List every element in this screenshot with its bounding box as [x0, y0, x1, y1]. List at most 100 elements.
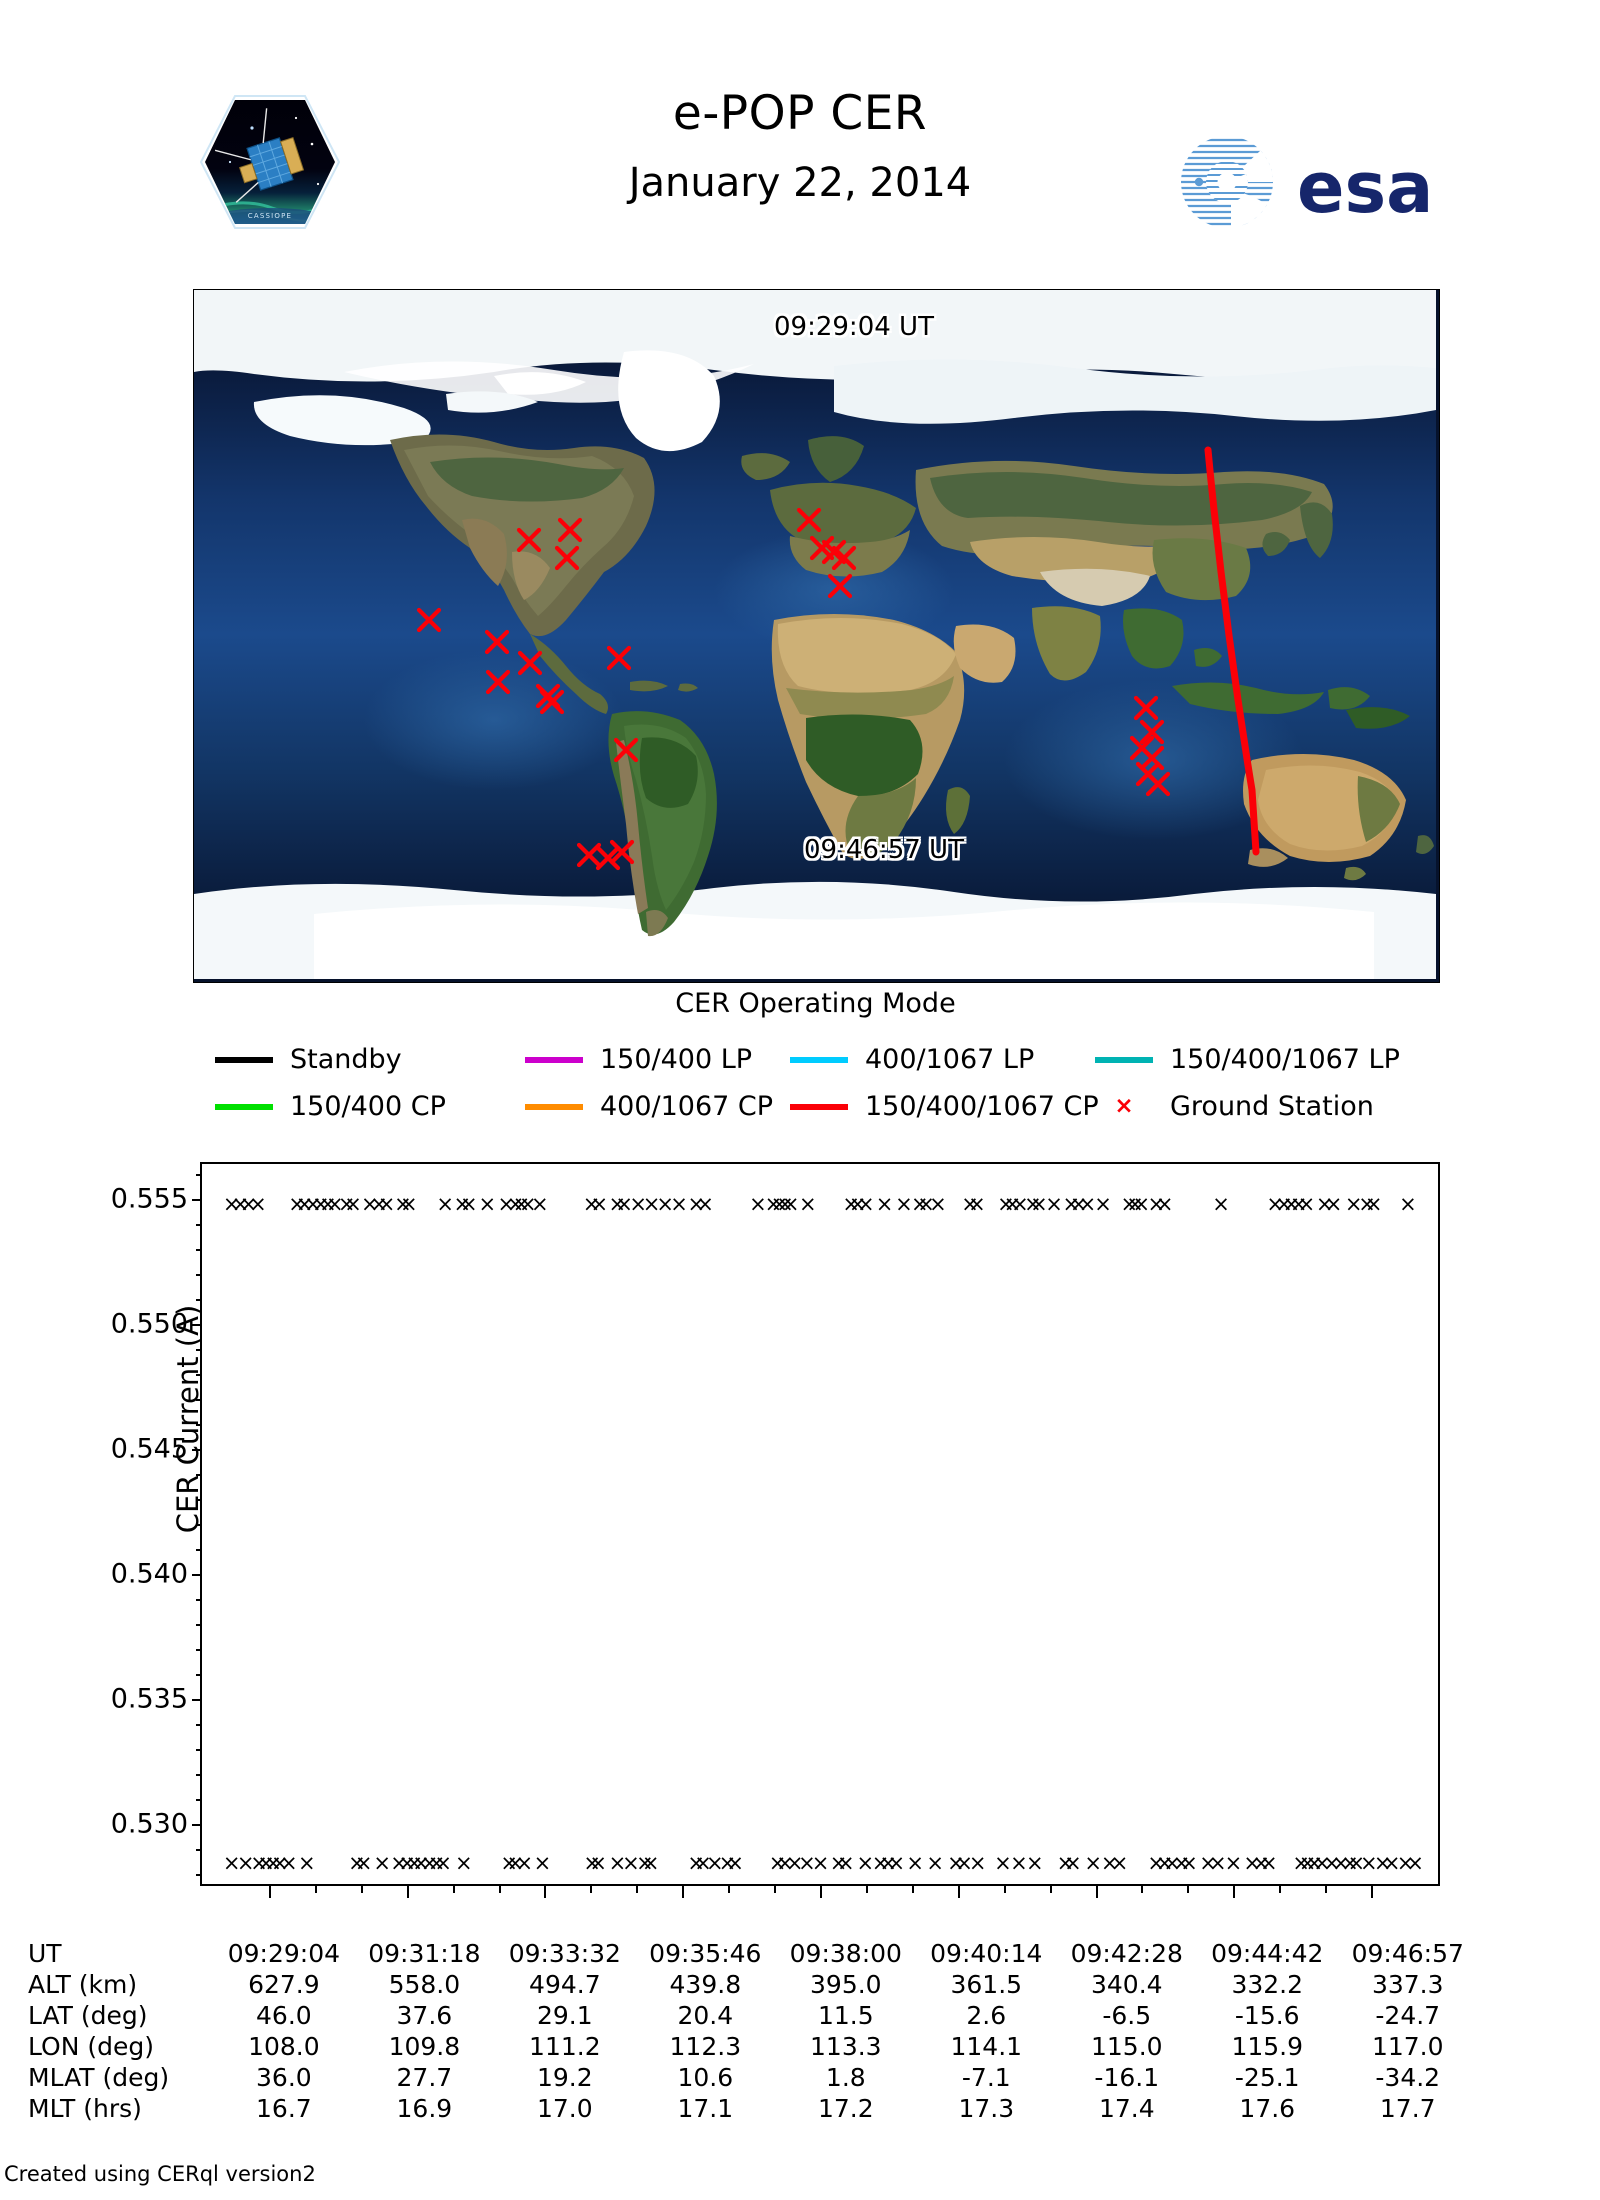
data-marker-x: ×	[1078, 1191, 1097, 1216]
data-marker-x: ×	[436, 1191, 455, 1216]
legend-swatch-400-1067-cp	[525, 1103, 583, 1110]
data-marker-x: ×	[1323, 1851, 1341, 1876]
data-marker-x: ×	[887, 1851, 906, 1876]
data-marker-x: ×	[1373, 1851, 1392, 1876]
legend-item-150-400-1067-lp[interactable]: 150/400/1067 LP	[1095, 1044, 1400, 1075]
table-cell: 494.7	[529, 1970, 601, 1999]
data-marker-x: ×	[500, 1851, 518, 1876]
data-marker-x: ×	[871, 1851, 890, 1876]
data-marker-x: ×	[337, 1191, 356, 1216]
y-tick-major	[192, 1199, 202, 1202]
table-cell: 19.2	[537, 2063, 593, 2092]
data-marker-x: ×	[1406, 1851, 1424, 1876]
legend-item-150-400-lp[interactable]: 150/400 LP	[525, 1044, 790, 1075]
data-marker-x: ×	[295, 1191, 314, 1216]
x-tick-minor	[1187, 1886, 1190, 1893]
data-marker-x: ×	[1003, 1191, 1022, 1216]
data-marker-x: ×	[1084, 1851, 1102, 1876]
data-marker-x: ×	[298, 1851, 316, 1876]
data-marker-x: ×	[1399, 1191, 1417, 1216]
table-cell: 46.0	[256, 2001, 312, 2030]
track-start-time-label: 09:29:04 UT	[774, 312, 934, 342]
x-tick-minor	[1141, 1886, 1144, 1893]
data-marker-x: ×	[875, 1191, 894, 1216]
legend-item-ground-station[interactable]: × Ground Station	[1095, 1091, 1374, 1122]
page-title: e-POP CER	[672, 86, 928, 141]
table-cell: 627.9	[248, 1970, 320, 1999]
data-marker-x: ×	[1110, 1851, 1129, 1876]
legend-item-150-400-1067-cp[interactable]: 150/400/1067 CP	[790, 1091, 1099, 1122]
y-tick-minor	[196, 1648, 202, 1651]
table-row: UT 09:29:04 09:31:18 09:33:32 09:35:46 09:38:…	[28, 1938, 1478, 1969]
data-marker-x: ×	[231, 1191, 250, 1216]
data-marker-x: ×	[348, 1851, 366, 1876]
data-marker-x: ×	[1030, 1191, 1048, 1216]
data-marker-x: ×	[1132, 1191, 1151, 1216]
table-cell: 17.7	[1379, 2094, 1436, 2123]
data-marker-x: ×	[533, 1851, 552, 1876]
legend-item-400-1067-cp[interactable]: 400/1067 CP	[525, 1091, 790, 1122]
data-marker-x: ×	[1056, 1851, 1075, 1876]
world-map-panel[interactable]: 09:29:04 UT 09:46:57 UT	[193, 289, 1440, 983]
data-marker-x: ×	[249, 1191, 267, 1216]
data-marker-x: ×	[1275, 1191, 1293, 1216]
y-tick-minor	[196, 1848, 202, 1851]
data-marker-x: ×	[670, 1191, 688, 1216]
data-marker-x: ×	[518, 1191, 537, 1216]
cer-current-plot[interactable]: × × × × × × × × × × × × × × × × × × × × × × × × × × × × × × × × × × × × × × × ×…	[200, 1162, 1440, 1886]
legend-swatch-standby	[215, 1056, 273, 1063]
data-marker-x: ×	[642, 1191, 661, 1216]
table-cell: 115.0	[1090, 2032, 1163, 2061]
data-marker-x: ×	[776, 1191, 794, 1216]
legend-item-standby[interactable]: Standby	[193, 1044, 525, 1075]
data-marker-x: ×	[856, 1851, 875, 1876]
table-cell: 340.4	[1090, 1970, 1163, 1999]
data-marker-x: ×	[622, 1851, 640, 1876]
data-marker-x: ×	[412, 1851, 430, 1876]
data-marker-x: ×	[947, 1851, 965, 1876]
table-cell: -25.1	[1234, 2063, 1300, 2092]
table-cell: 37.6	[396, 2001, 453, 2030]
data-marker-x: ×	[911, 1191, 929, 1216]
legend-item-150-400-cp[interactable]: 150/400 CP	[193, 1091, 525, 1122]
data-marker-x: ×	[1364, 1191, 1383, 1216]
table-cell: 16.9	[396, 2094, 453, 2123]
data-marker-x: ×	[768, 1851, 787, 1876]
table-cell: 395.0	[810, 1970, 882, 1999]
data-marker-x: ×	[968, 1851, 987, 1876]
blue-marble-map-image	[194, 290, 1436, 979]
legend-label-standby: Standby	[290, 1044, 402, 1075]
legend-item-400-1067-lp[interactable]: 400/1067 LP	[790, 1044, 1095, 1075]
y-tick-minor	[196, 1349, 202, 1352]
data-marker-x: ×	[582, 1191, 601, 1216]
table-cell: 09:40:14	[930, 1939, 1043, 1968]
data-marker-x: ×	[1259, 1851, 1278, 1876]
data-marker-x: ×	[506, 1851, 525, 1876]
data-marker-x: ×	[837, 1851, 855, 1876]
legend-swatch-150-400-lp	[525, 1056, 583, 1063]
data-marker-x: ×	[799, 1191, 817, 1216]
data-marker-x: ×	[857, 1191, 875, 1216]
table-cell: 17.0	[537, 2094, 593, 2123]
data-marker-x: ×	[360, 1191, 379, 1216]
data-marker-x: ×	[583, 1851, 601, 1876]
data-marker-x: ×	[1243, 1851, 1261, 1876]
y-tick-label: 0.530	[110, 1808, 188, 1840]
y-tick-minor	[196, 1623, 202, 1626]
x-tick-major	[957, 1886, 960, 1898]
x-tick-minor	[314, 1886, 317, 1893]
table-cell: -6.5	[1102, 2001, 1152, 2030]
legend-swatch-150-400-1067-lp	[1095, 1056, 1153, 1063]
table-cell: 1.8	[825, 2063, 866, 2092]
y-tick-major	[192, 1449, 202, 1452]
data-marker-x: ×	[994, 1851, 1012, 1876]
data-marker-x: ×	[687, 1191, 706, 1216]
data-marker-x: ×	[1126, 1191, 1144, 1216]
data-marker-x: ×	[1341, 1851, 1359, 1876]
data-marker-x: ×	[1069, 1191, 1088, 1216]
table-cell: 108.0	[248, 2032, 320, 2061]
data-marker-x: ×	[590, 1191, 609, 1216]
data-marker-x: ×	[1347, 1851, 1366, 1876]
y-tick-minor	[196, 1524, 202, 1526]
